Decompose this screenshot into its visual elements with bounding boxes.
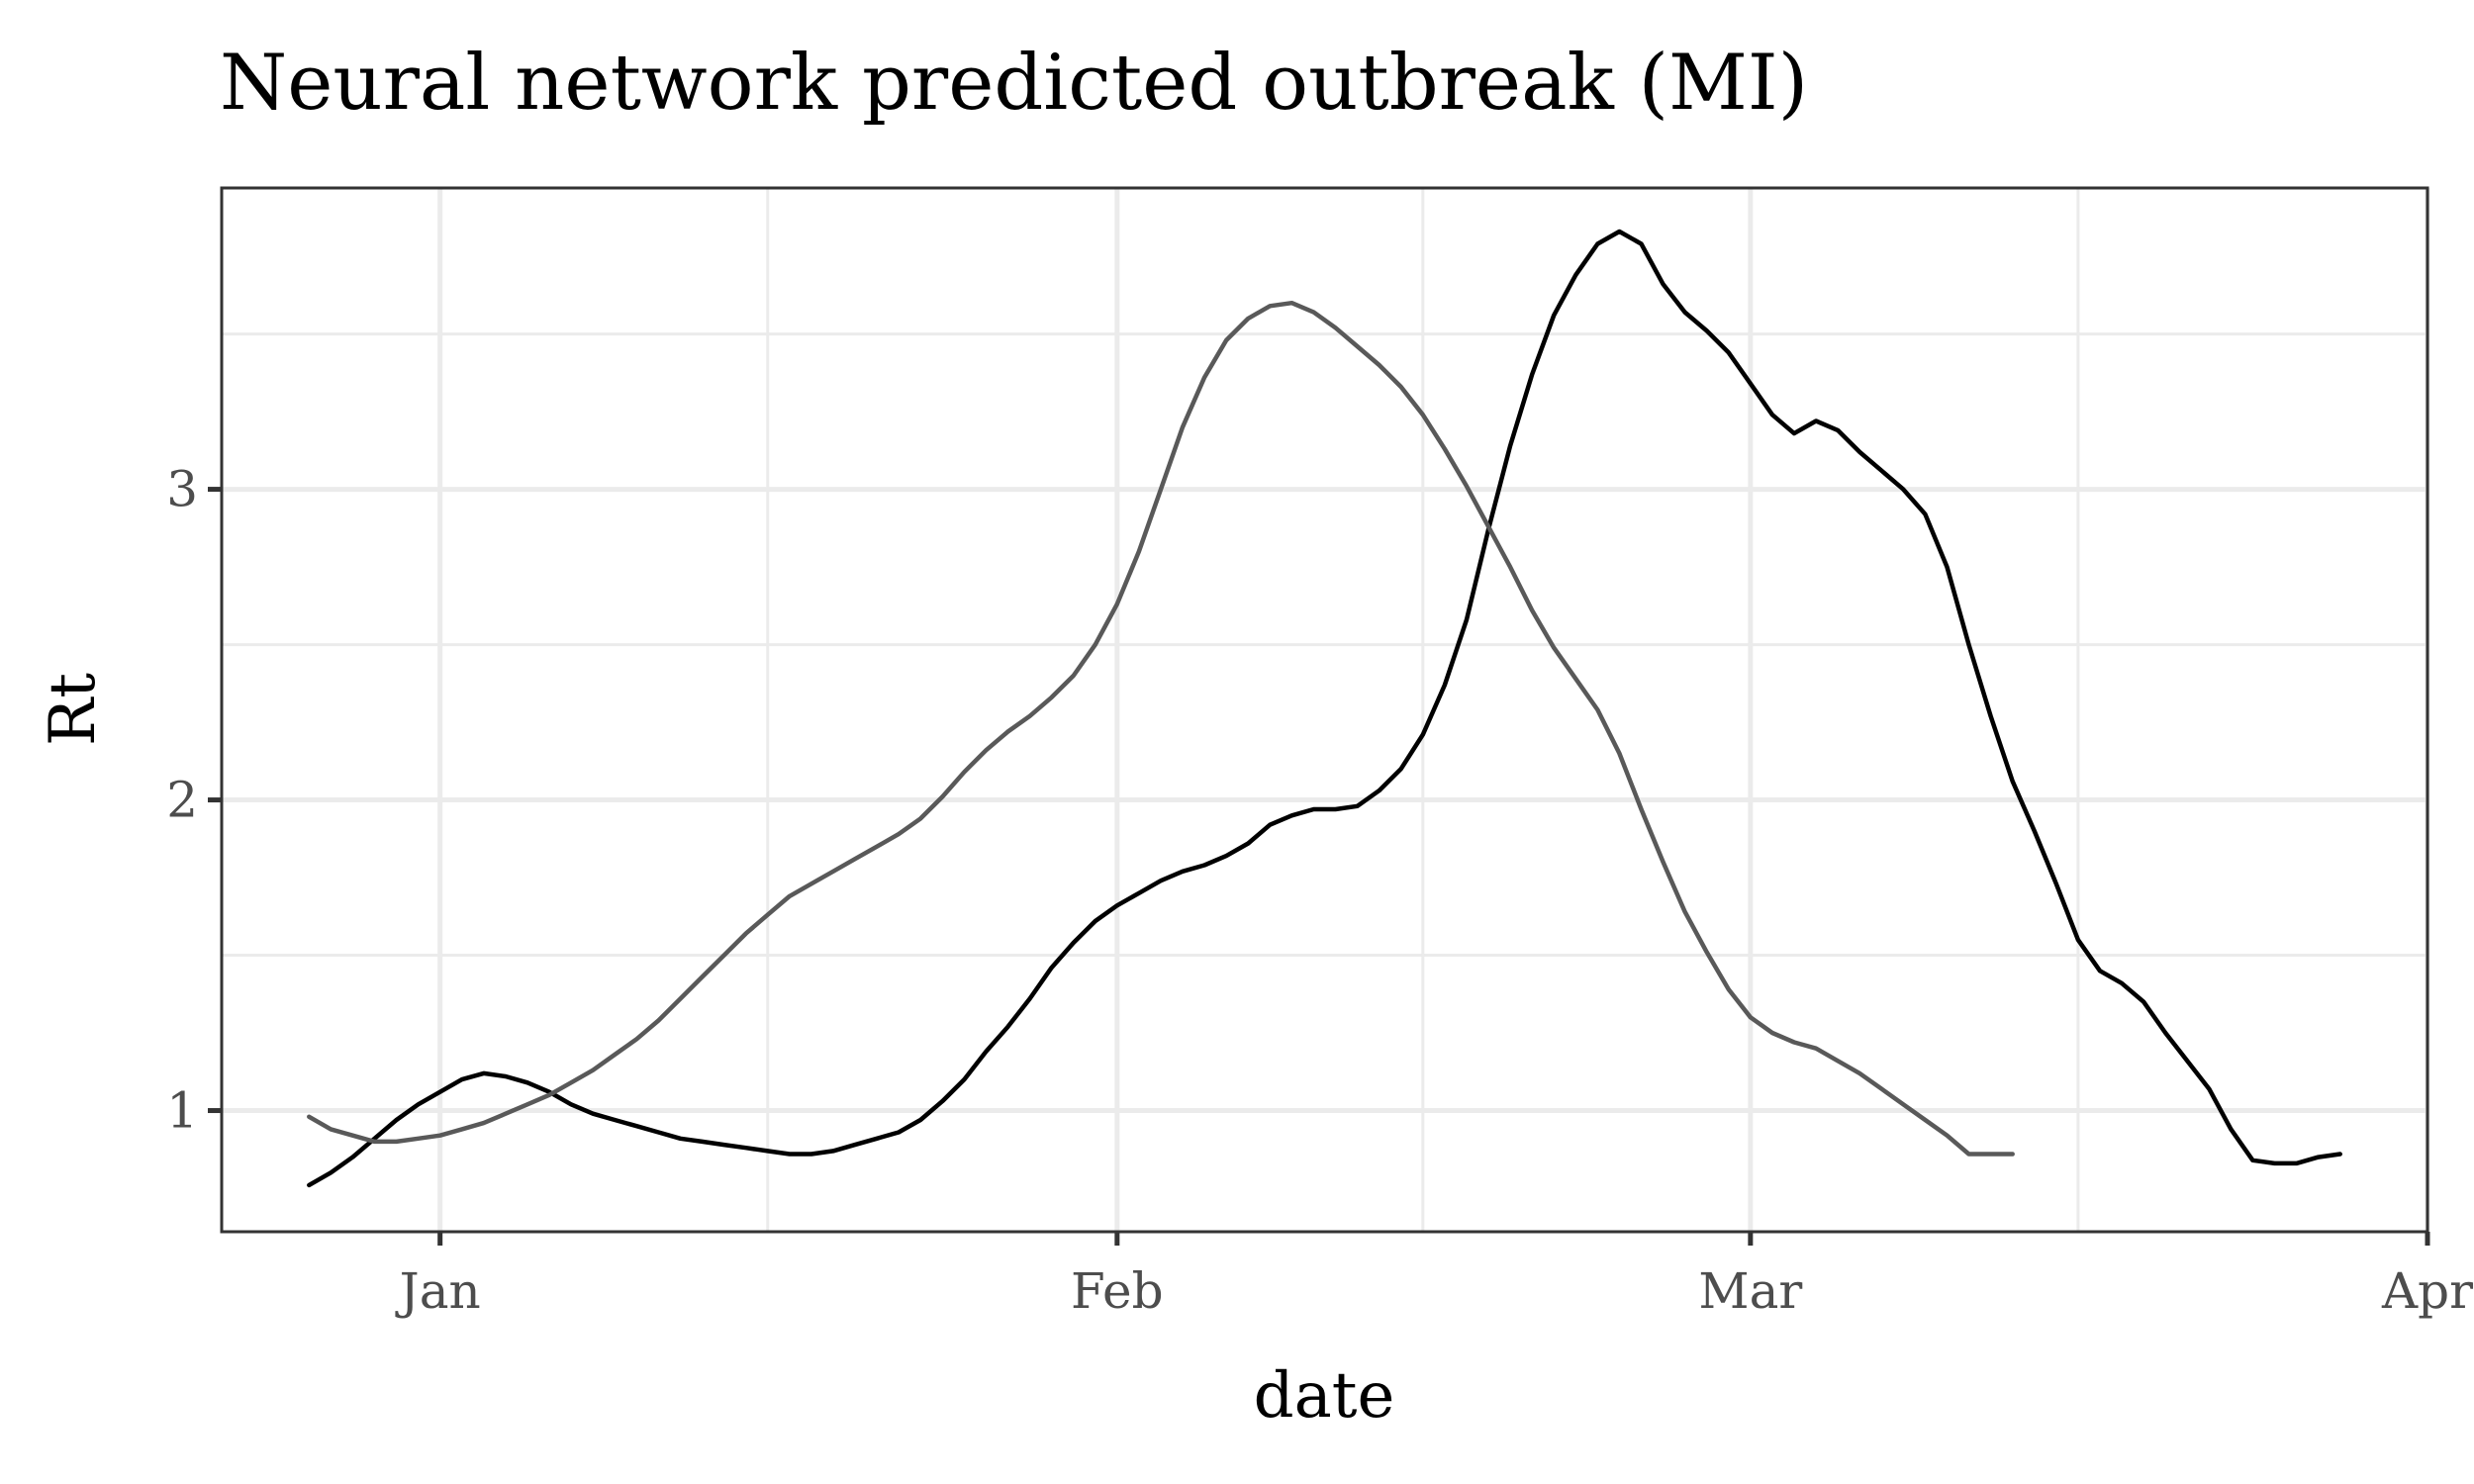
y-tick-label: 1 [166,1082,198,1140]
y-tick-label: 3 [166,461,198,518]
series-line-2 [307,300,2015,1157]
y-axis-title: Rt [37,673,110,746]
x-tick-label: Jan [395,1262,481,1320]
x-axis-title: date [1254,1359,1395,1433]
x-tick-label: Feb [1071,1262,1164,1320]
y-tick-label: 2 [166,772,198,829]
series-line-1 [307,229,2342,1188]
x-tick-label: Apr [2381,1262,2473,1320]
series-lines [307,229,2342,1188]
y-axis: 1 2 3 [166,461,222,1140]
plot-panel-border [220,186,2429,1234]
chart-title: Neural network predicted outbreak (MI) [220,39,1808,128]
x-tick-label: Mar [1698,1262,1802,1320]
x-axis: Jan Feb Mar Apr [395,1232,2473,1320]
